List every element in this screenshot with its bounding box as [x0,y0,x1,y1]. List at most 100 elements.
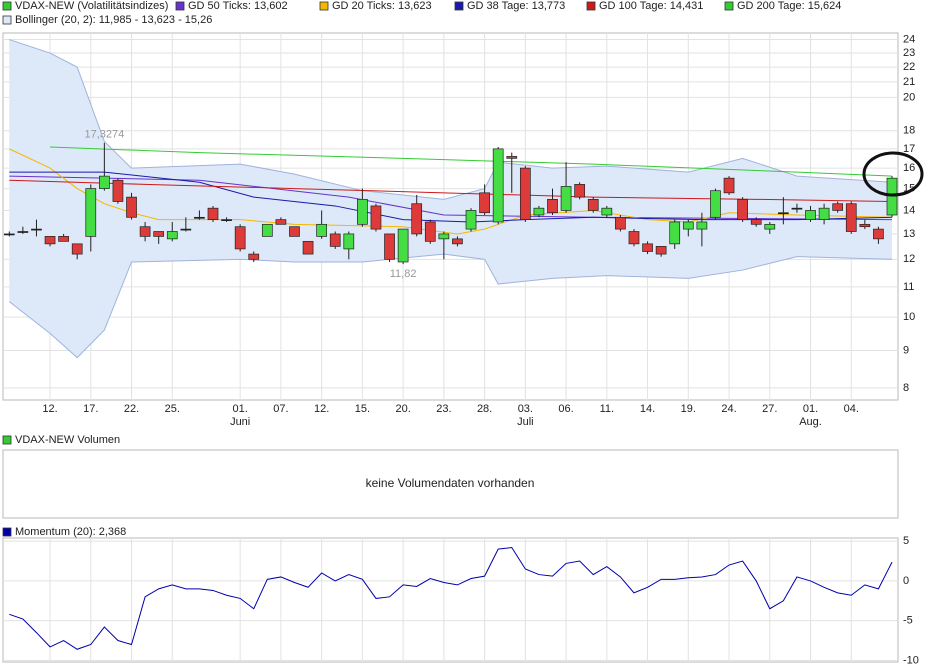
legend-label: GD 38 Tage: 13,773 [467,0,565,12]
candle-body [316,223,327,237]
x-tick-label: 01. [803,403,818,415]
extreme-label: 17,3274 [84,129,124,141]
candle-body [112,179,124,202]
candle-body [31,228,42,231]
y-tick-label: 24 [903,33,915,45]
candle-body [492,148,504,223]
candle-body [655,246,667,255]
x-tick-label: 28. [477,403,492,415]
x-tick-label: 23. [436,403,451,415]
candle-body [791,207,803,210]
moving-average-line [9,179,893,203]
legend-swatch [724,1,734,11]
candle-body [384,233,395,260]
candle-body [357,198,368,225]
legend-swatch [586,1,596,11]
x-tick-label: 06. [558,403,573,415]
legend-swatch [2,1,12,11]
candle-body [886,177,898,216]
candle-body [397,228,409,263]
x-tick-label: 15. [355,403,370,415]
candle-body [710,190,721,218]
x-tick-label: 27. [762,403,777,415]
x-tick-label: 19. [681,403,696,415]
candle-body [560,186,572,211]
candle-body [99,175,110,189]
legend-label: VDAX-NEW Volumen [15,434,120,446]
x-tick-label: 14. [640,403,655,415]
x-tick-label: 07. [273,403,288,415]
candle-body [234,226,246,250]
candle-body [547,198,558,214]
candle-body [139,226,151,237]
candle-body [248,253,260,260]
x-tick-label: 12. [42,403,57,415]
momentum-panel [2,537,899,663]
candle-body [479,192,490,214]
candle-body [180,228,192,231]
candle-body [289,226,300,237]
x-tick-label: 11. [600,403,614,415]
candle-body [805,210,816,220]
legend-label: Bollinger (20, 2): 11,985 - 13,623 - 15,… [15,14,212,26]
y-tick-label: 8 [903,382,909,394]
candle-body [424,221,436,242]
month-label: Juni [230,416,250,428]
y-tick-label: 9 [903,344,909,356]
legend-label: GD 50 Ticks: 13,602 [188,0,288,12]
momentum-line [9,547,893,650]
moving-average-line [9,175,893,221]
y-tick-label: 10 [903,311,915,323]
candle-body [329,233,341,247]
candle-body [818,207,830,220]
bollinger-band [9,39,893,358]
bollinger-upper [9,39,893,200]
x-tick-label: 24. [721,403,736,415]
candle-body [221,219,232,221]
x-tick-label: 22. [124,403,139,415]
candle-body [533,207,545,216]
legend-swatch [2,435,12,445]
candle-body [3,233,15,236]
candle-body [261,223,273,237]
y-tick-label: 18 [903,125,915,137]
candle-body [723,177,735,194]
x-tick-label: 12. [314,403,329,415]
y-tick-label: 12 [903,253,915,265]
candle-body [859,223,871,228]
candle-body [764,223,776,230]
candle-body [166,231,178,240]
month-label: Juli [517,416,534,428]
x-tick-label: 04. [844,403,859,415]
y-tick-label: 21 [903,76,915,88]
y-tick-label: 5 [903,535,909,547]
candle-body [506,156,518,159]
highlight-circle [862,151,924,197]
y-tick-label: -10 [903,654,919,666]
y-tick-label: 22 [903,61,915,73]
candle-body [832,203,844,211]
y-tick-label: -5 [903,615,913,627]
candle-body [669,221,681,245]
candle-body [17,231,29,233]
legend-label: GD 20 Ticks: 13,623 [332,0,432,12]
x-tick-label: 17. [83,403,98,415]
candle-body [628,231,640,245]
y-tick-label: 20 [903,91,915,103]
candle-body [302,240,314,255]
y-tick-label: 11 [903,281,914,293]
candle-body [465,210,477,230]
legend-swatch [319,1,329,11]
candle-body [153,231,165,237]
candle-body [58,236,69,242]
candle-body [71,243,83,255]
month-label: Aug. [799,416,822,428]
candle-body [615,216,626,230]
legend-swatch [2,15,12,25]
candle-body [438,233,450,240]
moving-average-line [9,171,893,223]
candle-body [778,212,789,215]
x-tick-label: 01. [233,403,248,415]
candle-body [194,216,205,219]
